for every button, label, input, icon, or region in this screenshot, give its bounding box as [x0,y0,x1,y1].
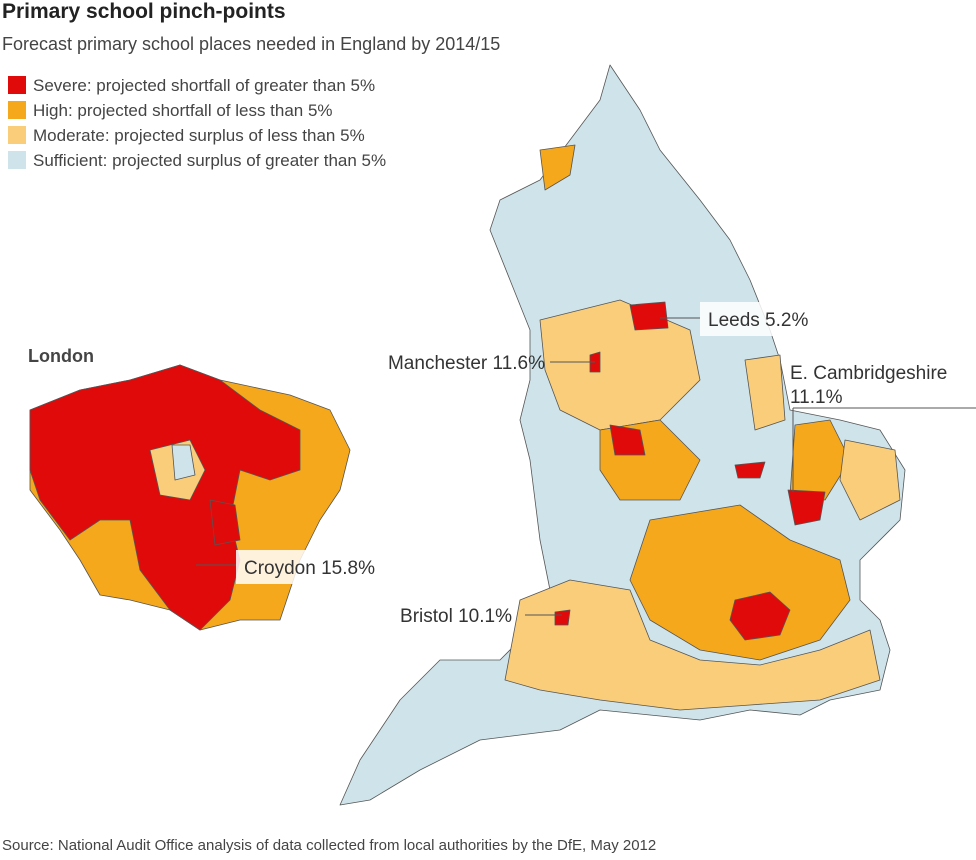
region [504,579,881,711]
london-map [29,364,351,631]
region [629,301,669,331]
subtitle: Forecast primary school places needed in… [2,34,500,54]
region [729,591,791,641]
legend-swatch [8,151,26,169]
region [789,419,851,501]
callout-box [700,302,830,336]
inset-title: London [28,346,94,366]
legend-label: Severe: projected shortfall of greater t… [33,76,375,95]
legend-label: Sufficient: projected surplus of greater… [33,151,386,170]
legend-label: High: projected shortfall of less than 5… [33,101,333,120]
region [609,424,646,456]
england-map [339,64,906,806]
legend: Severe: projected shortfall of greater t… [8,76,386,170]
legend-swatch [8,76,26,94]
source: Source: National Audit Office analysis o… [2,837,656,854]
region [787,489,826,526]
region [744,354,786,431]
callout: Bristol 10.1% [400,606,512,627]
region [839,439,901,521]
callout: Croydon 15.8% [244,558,375,579]
legend-label: Moderate: projected surplus of less than… [33,126,365,145]
callout-box [236,550,396,584]
region [209,499,241,546]
region [171,444,196,481]
callout: E. Cambridgeshire 11.1% [790,363,947,408]
legend-swatch [8,126,26,144]
callouts [196,317,976,616]
region [629,504,851,661]
region [734,461,766,479]
callout: Manchester 11.6% [388,353,545,374]
region [539,144,576,191]
callout: Leeds 5.2% [708,310,808,331]
region [554,609,571,626]
title: Primary school pinch-points [2,0,286,23]
legend-swatch [8,101,26,119]
